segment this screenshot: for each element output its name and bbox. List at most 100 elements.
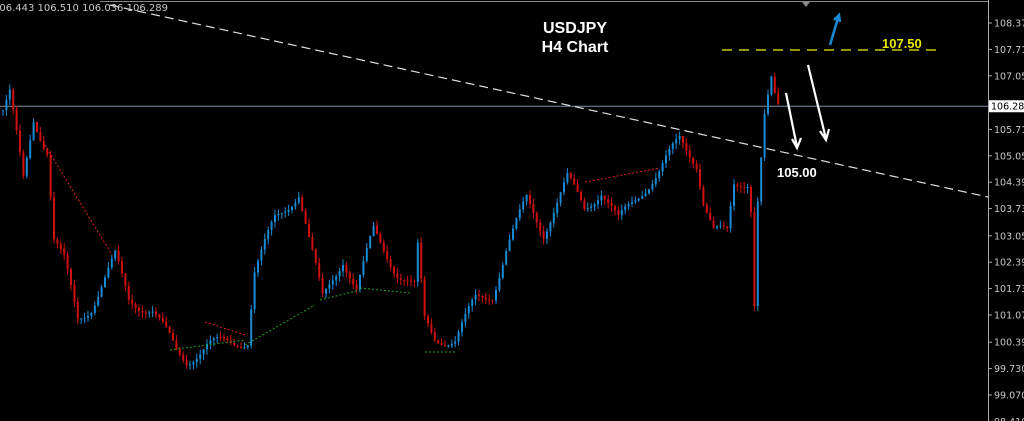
candle-body <box>563 182 565 193</box>
candle-body <box>165 321 168 327</box>
candle-body <box>365 248 368 261</box>
candle-body <box>107 267 110 278</box>
candle-body <box>304 210 307 224</box>
y-tick-label: 101.070 <box>994 311 1024 322</box>
down-arrow-icon <box>784 92 803 151</box>
candle-body <box>539 222 542 232</box>
candle-body <box>32 122 35 141</box>
chart-subtitle: H4 Chart <box>541 39 609 56</box>
candle-body <box>508 239 511 251</box>
candle-body <box>597 200 599 205</box>
support-label: 105.00 <box>777 165 817 180</box>
candle-body <box>369 236 372 249</box>
candle-body <box>692 157 695 164</box>
candle-body <box>410 280 412 282</box>
candle-body <box>399 278 402 280</box>
candle-body <box>36 122 38 133</box>
candle-body <box>682 135 684 144</box>
candle-body <box>427 316 429 324</box>
candle-body <box>274 215 276 223</box>
candle-body <box>644 193 647 197</box>
candle-body <box>144 312 147 314</box>
zigzag-line <box>319 289 361 301</box>
candle-body <box>750 186 752 213</box>
y-tick-label: 99.730 <box>994 364 1024 375</box>
candle-body <box>634 200 637 203</box>
y-tick-label: 101.730 <box>994 284 1024 295</box>
candle-body <box>444 345 446 347</box>
candle-body <box>736 184 739 187</box>
candle-body <box>651 184 654 190</box>
candle-body <box>413 280 416 282</box>
candle-body <box>518 209 521 219</box>
candle-body <box>773 76 776 93</box>
candle-body <box>331 280 334 285</box>
candle-body <box>603 195 606 200</box>
candle-body <box>236 345 239 348</box>
candle-body <box>712 220 715 229</box>
candle-body <box>457 331 460 342</box>
candle-body <box>216 337 219 339</box>
candle-body <box>702 187 705 205</box>
candle-body <box>386 251 389 260</box>
candle-body <box>338 271 341 277</box>
candle-body <box>110 258 113 268</box>
candle-body <box>393 266 395 274</box>
zigzag-line <box>584 167 661 183</box>
candle-body <box>450 343 453 346</box>
candle-body <box>576 184 579 192</box>
candle-body <box>695 163 698 169</box>
candle-body <box>328 284 331 289</box>
candle-body <box>549 222 552 232</box>
candle-body <box>63 248 66 255</box>
candle-body <box>155 311 157 315</box>
candle-body <box>49 154 52 198</box>
candle-body <box>746 186 749 188</box>
candle-body <box>97 296 100 306</box>
candle-body <box>308 223 310 237</box>
y-tick-label: 103.050 <box>994 231 1024 242</box>
candle-body <box>777 92 780 105</box>
candle-body <box>359 274 361 290</box>
candle-body <box>185 360 188 366</box>
candle-body <box>2 110 4 112</box>
candle-body <box>705 204 708 213</box>
candle-body <box>192 362 195 365</box>
candle-body <box>515 218 518 229</box>
candle-body <box>658 171 661 179</box>
descending-trendline <box>109 4 989 198</box>
candle-body <box>148 312 151 314</box>
candle-body <box>722 225 725 227</box>
candle-body <box>182 354 185 361</box>
candle-body <box>141 310 144 313</box>
candle-body <box>491 300 494 302</box>
candle-body <box>675 139 678 144</box>
candle-body <box>767 94 769 114</box>
candle-body <box>104 277 106 288</box>
candle-body <box>648 189 650 194</box>
candle-body <box>158 314 161 318</box>
candle-body <box>461 322 463 332</box>
candle-body <box>733 184 735 206</box>
candle-body <box>440 343 443 346</box>
y-tick-label: 107.050 <box>994 71 1024 82</box>
candle-body <box>161 317 164 322</box>
candle-body <box>56 239 59 244</box>
candle-body <box>525 194 528 202</box>
candle-body <box>263 239 266 250</box>
zigzag-line <box>244 304 316 346</box>
candle-body <box>590 206 593 209</box>
candle-body <box>124 273 127 287</box>
y-tick-label: 105.050 <box>994 151 1024 162</box>
candle-body <box>83 317 86 319</box>
zigzag-line <box>359 287 411 294</box>
candle-body <box>345 264 348 273</box>
candle-body <box>478 294 480 296</box>
candle-body <box>654 178 657 185</box>
candle-body <box>641 196 644 199</box>
candle-body <box>495 289 497 301</box>
candle-body <box>297 197 300 203</box>
candle-body <box>620 210 623 215</box>
